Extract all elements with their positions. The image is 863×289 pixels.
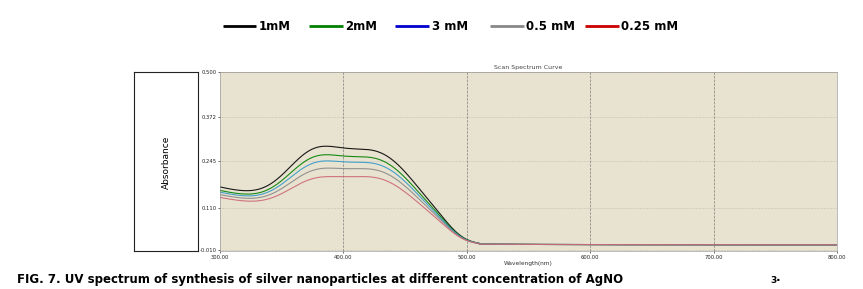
Text: 1mM: 1mM	[259, 20, 291, 32]
Text: .: .	[776, 271, 780, 284]
Text: FIG. 7. UV spectrum of synthesis of silver nanoparticles at different concentrat: FIG. 7. UV spectrum of synthesis of silv…	[17, 273, 623, 286]
Title: Scan Spectrum Curve: Scan Spectrum Curve	[494, 66, 563, 71]
Text: 0.5 mM: 0.5 mM	[526, 20, 576, 32]
Text: 3: 3	[771, 276, 777, 285]
Text: 2mM: 2mM	[345, 20, 377, 32]
Text: Absorbance: Absorbance	[161, 135, 171, 188]
X-axis label: Wavelength(nm): Wavelength(nm)	[504, 261, 553, 266]
Text: 0.25 mM: 0.25 mM	[621, 20, 678, 32]
Text: 3 mM: 3 mM	[432, 20, 468, 32]
